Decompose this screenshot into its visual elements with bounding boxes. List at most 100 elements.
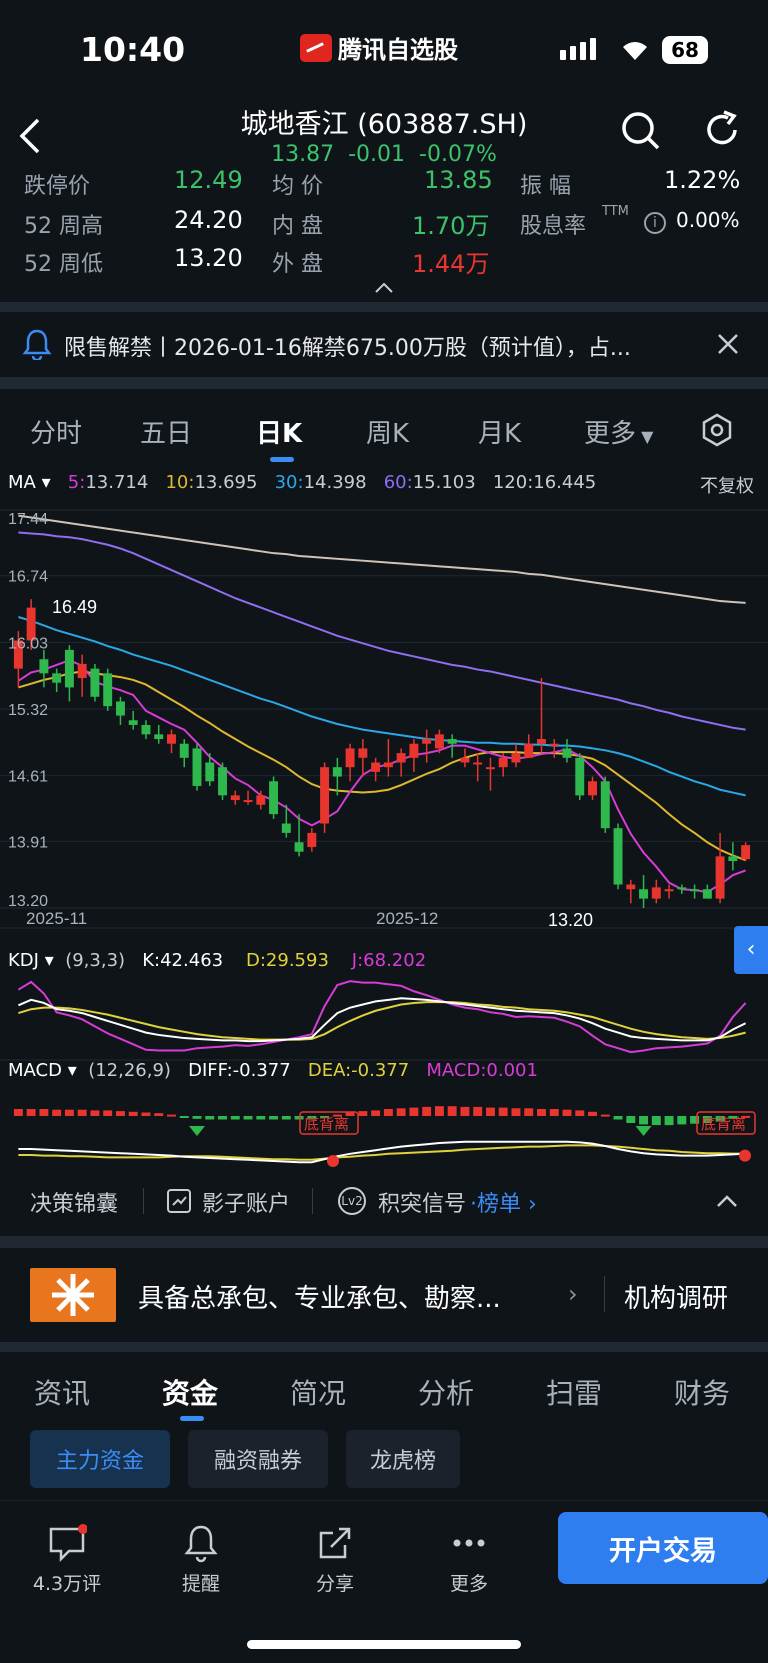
macd-bar xyxy=(396,1108,406,1116)
tab-funds[interactable]: 资金 xyxy=(162,1377,219,1410)
candle-body xyxy=(690,889,700,892)
shadow-account[interactable]: 影子账户 xyxy=(202,1192,291,1217)
macd-bar xyxy=(13,1109,23,1116)
comments-button[interactable]: 4.3万评 xyxy=(22,1523,112,1596)
info-icon[interactable]: i xyxy=(644,212,666,234)
divergence-label: 底背离 xyxy=(701,1115,746,1133)
kline-chart[interactable]: 17.44 16.74 16.03 15.32 14.61 13.91 13.20 2025-… xyxy=(0,468,768,1168)
candle-body xyxy=(728,856,738,862)
collapse-icon[interactable] xyxy=(374,282,394,294)
tab-five-day[interactable]: 五日 xyxy=(140,419,193,449)
notice-bar[interactable]: 限售解禁丨2026-01-16解禁675.00万股（预计值），占... xyxy=(0,312,768,377)
macd-bar xyxy=(320,1116,330,1118)
macd-bar xyxy=(473,1106,483,1116)
tab-indicator xyxy=(270,457,294,462)
macd-bar xyxy=(205,1116,215,1120)
date-tick-label: 2025-11 xyxy=(26,909,87,928)
tab-finance[interactable]: 财务 xyxy=(674,1377,731,1410)
macd-bar xyxy=(141,1112,151,1116)
candle-body xyxy=(167,734,176,744)
tab-analysis[interactable]: 分析 xyxy=(418,1377,475,1410)
tab-intraday[interactable]: 分时 xyxy=(30,419,83,449)
candle-body xyxy=(218,767,227,796)
subtab-dragon-tiger[interactable]: 龙虎榜 xyxy=(346,1430,460,1488)
candle-body xyxy=(371,762,381,772)
candle-body xyxy=(230,795,240,801)
tab-monthly-k[interactable]: 月K xyxy=(478,419,522,449)
candle-body xyxy=(141,724,151,735)
expand-panel-button[interactable]: ‹ xyxy=(734,926,768,974)
macd-bar xyxy=(664,1116,674,1126)
candle-body xyxy=(588,781,597,796)
stat-value: 1.70万 xyxy=(412,212,490,240)
promo-row[interactable]: 具备总承包、专业承包、勘察... › 机构调研 xyxy=(0,1248,768,1342)
price-tick-label: 13.91 xyxy=(8,834,48,851)
stat-label: 52 周低 xyxy=(24,252,103,277)
ma60-line xyxy=(18,531,746,731)
close-icon[interactable] xyxy=(716,332,740,356)
info-tabs: 资讯 资金 简况 分析 扫雷 财务 xyxy=(0,1352,768,1432)
macd-selector[interactable]: MACD ▾ xyxy=(8,1060,77,1081)
strategy-kit[interactable]: 决策锦囊 xyxy=(30,1192,119,1217)
candle-body xyxy=(192,748,202,786)
macd-bar xyxy=(90,1110,100,1116)
stock-stats: 跌停价 12.49 均 价 13.85 振 幅 1.22% 52 周高 24.2… xyxy=(0,166,768,302)
tab-weekly-k[interactable]: 周K xyxy=(366,419,410,449)
ma10-line xyxy=(18,670,746,862)
candle-body xyxy=(243,800,253,803)
macd-bar xyxy=(52,1109,62,1116)
home-indicator[interactable] xyxy=(247,1640,521,1649)
more-button[interactable]: 更多 xyxy=(424,1523,514,1596)
price-tick-label: 16.03 xyxy=(8,635,48,652)
tab-profile[interactable]: 简况 xyxy=(290,1377,347,1410)
macd-bar xyxy=(677,1116,687,1125)
kdj-d-line xyxy=(18,1001,746,1041)
stat-label: 振 幅 xyxy=(520,174,571,199)
macd-legend: MACD ▾ (12,26,9) DIFF:-0.377 DEA:-0.377 … xyxy=(8,1060,538,1081)
macd-bar xyxy=(728,1116,738,1119)
macd-bar xyxy=(281,1116,291,1120)
settings-icon[interactable] xyxy=(700,413,734,447)
stat-label: 52 周高 xyxy=(24,214,103,239)
stat-label: 内 盘 xyxy=(272,214,323,239)
more-icon xyxy=(453,1539,485,1547)
signal-item[interactable]: 积突信号 xyxy=(378,1192,467,1217)
stat-value: 24.20 xyxy=(174,206,243,234)
refresh-icon[interactable] xyxy=(702,110,742,150)
candle-body xyxy=(77,663,87,679)
tab-daily-k[interactable]: 日K xyxy=(256,419,303,449)
back-icon[interactable] xyxy=(18,118,44,154)
macd-bar xyxy=(524,1108,534,1116)
macd-bar xyxy=(371,1110,381,1116)
macd-bar xyxy=(77,1109,87,1116)
candle-body xyxy=(664,889,674,892)
kline-svg[interactable]: 17.4416.7416.0315.3214.6113.9113.202025-… xyxy=(0,468,768,1168)
remind-button[interactable]: 提醒 xyxy=(156,1523,246,1596)
candle-body xyxy=(537,739,546,744)
tab-more[interactable]: 更多 ▼ xyxy=(584,419,654,449)
subtab-margin[interactable]: 融资融券 xyxy=(188,1430,328,1488)
collapse-icon[interactable] xyxy=(716,1194,738,1208)
macd-bar xyxy=(575,1110,585,1116)
candle-body xyxy=(524,743,534,758)
divider xyxy=(143,1188,144,1214)
macd-bar xyxy=(39,1109,49,1116)
strategy-bar: 决策锦囊 影子账户 Lv2 积突信号 ·榜单 › xyxy=(0,1168,768,1236)
chevron-right-icon: › xyxy=(568,1280,578,1308)
tab-risk-scan[interactable]: 扫雷 xyxy=(546,1377,603,1410)
subtab-main-funds[interactable]: 主力资金 xyxy=(30,1430,170,1488)
macd-bar xyxy=(294,1116,304,1120)
kdj-selector[interactable]: KDJ ▾ xyxy=(8,950,54,971)
candle-body xyxy=(294,842,304,852)
promo-text[interactable]: 具备总承包、专业承包、勘察... xyxy=(138,1284,501,1314)
stock-header: 城地香江 (603887.SH) 13.87 -0.01 -0.07% xyxy=(0,100,768,170)
search-icon[interactable] xyxy=(620,110,662,152)
tab-news[interactable]: 资讯 xyxy=(34,1377,91,1410)
ma-selector[interactable]: MA ▾ xyxy=(8,472,51,493)
open-account-trade-button[interactable]: 开户交易 xyxy=(558,1512,768,1584)
level2-icon: Lv2 xyxy=(338,1187,366,1215)
institution-research[interactable]: 机构调研 xyxy=(624,1284,729,1314)
adjust-mode[interactable]: 不复权 xyxy=(700,476,754,497)
share-button[interactable]: 分享 xyxy=(290,1523,380,1596)
ranking-link[interactable]: ·榜单 › xyxy=(470,1192,537,1217)
